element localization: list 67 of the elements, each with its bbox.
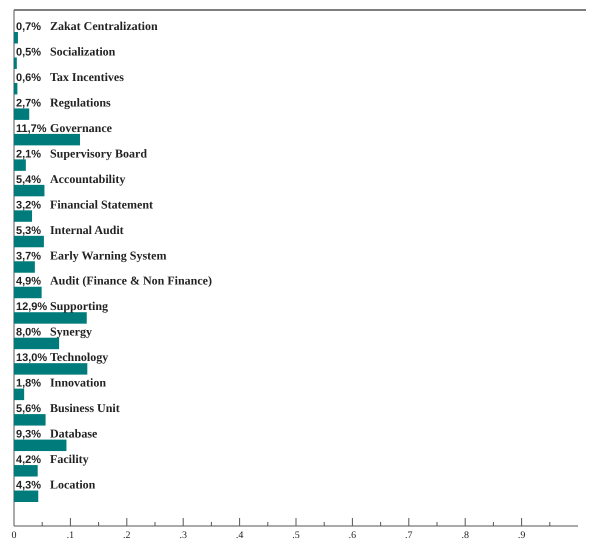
data-label: 9,3% bbox=[16, 428, 42, 441]
y-tick-label: Innovation bbox=[50, 376, 106, 390]
bar bbox=[14, 159, 26, 171]
data-label: 4,9% bbox=[16, 276, 42, 288]
data-label: 5,3% bbox=[16, 224, 42, 237]
y-tick-label: Business Unit bbox=[50, 401, 120, 416]
bar bbox=[14, 134, 80, 146]
data-label: 0,7% bbox=[16, 21, 42, 34]
bar bbox=[14, 465, 38, 477]
bar bbox=[14, 490, 38, 502]
bar bbox=[14, 261, 35, 273]
bar bbox=[14, 210, 32, 222]
x-tick-label: .1 bbox=[66, 530, 74, 541]
x-tick-label: .6 bbox=[348, 530, 356, 541]
y-tick-label: Supporting bbox=[50, 299, 108, 314]
x-tick-label: .3 bbox=[179, 530, 187, 541]
bar bbox=[14, 184, 44, 196]
x-tick-label: .7 bbox=[405, 530, 413, 541]
y-tick-label: Governance bbox=[50, 120, 113, 135]
bar bbox=[14, 338, 60, 350]
y-tick-label: Zakat Centralization bbox=[50, 19, 158, 34]
data-label: 0,6% bbox=[16, 72, 42, 84]
data-label: 2,1% bbox=[16, 148, 42, 160]
data-label: 3,7% bbox=[16, 250, 42, 262]
data-label: 12,9% bbox=[16, 301, 48, 314]
data-label: 5,6% bbox=[16, 403, 42, 416]
data-label: 0,5% bbox=[16, 46, 42, 58]
data-label: 5,4% bbox=[16, 174, 42, 186]
y-tick-label: Internal Audit bbox=[50, 222, 124, 237]
data-label: 4,3% bbox=[16, 480, 42, 492]
bar bbox=[14, 312, 87, 324]
bar bbox=[14, 108, 30, 120]
bar bbox=[14, 236, 44, 248]
bar bbox=[14, 82, 18, 94]
y-tick-label: Database bbox=[50, 426, 98, 441]
data-label: 4,2% bbox=[16, 454, 42, 466]
x-tick-label: .9 bbox=[518, 530, 526, 541]
y-tick-label: Synergy bbox=[50, 324, 92, 339]
bar bbox=[14, 440, 66, 452]
y-tick-label: Financial Statement bbox=[50, 197, 153, 212]
x-tick-label: .8 bbox=[461, 530, 469, 541]
x-tick-label: 0 bbox=[12, 530, 16, 541]
x-tick-label: .4 bbox=[236, 530, 244, 541]
bar bbox=[14, 32, 18, 44]
bar bbox=[14, 388, 24, 400]
y-tick-label: Early Warning System bbox=[50, 248, 166, 262]
bar bbox=[14, 57, 17, 69]
data-label: 1,8% bbox=[16, 378, 42, 390]
data-label: 2,7% bbox=[16, 97, 42, 110]
y-tick-label: Audit (Finance & Non Finance) bbox=[50, 274, 212, 288]
data-label: 11,7% bbox=[16, 122, 47, 135]
bar bbox=[14, 363, 88, 375]
bar bbox=[14, 414, 46, 426]
x-tick-label: .5 bbox=[292, 530, 300, 541]
data-label: 3,2% bbox=[16, 199, 42, 212]
y-tick-label: Supervisory Board bbox=[50, 146, 148, 160]
y-tick-label: Technology bbox=[50, 350, 108, 364]
bar bbox=[14, 286, 42, 298]
data-label: 8,0% bbox=[16, 326, 42, 339]
y-tick-label: Tax Incentives bbox=[50, 70, 124, 84]
data-label: 13,0% bbox=[16, 352, 48, 364]
x-tick-label: .2 bbox=[123, 530, 131, 541]
y-tick-label: Accountability bbox=[50, 172, 126, 186]
y-tick-label: Location bbox=[50, 478, 96, 492]
y-tick-label: Socialization bbox=[50, 44, 116, 58]
y-tick-label: Facility bbox=[50, 452, 89, 466]
y-tick-label: Regulations bbox=[50, 95, 112, 110]
